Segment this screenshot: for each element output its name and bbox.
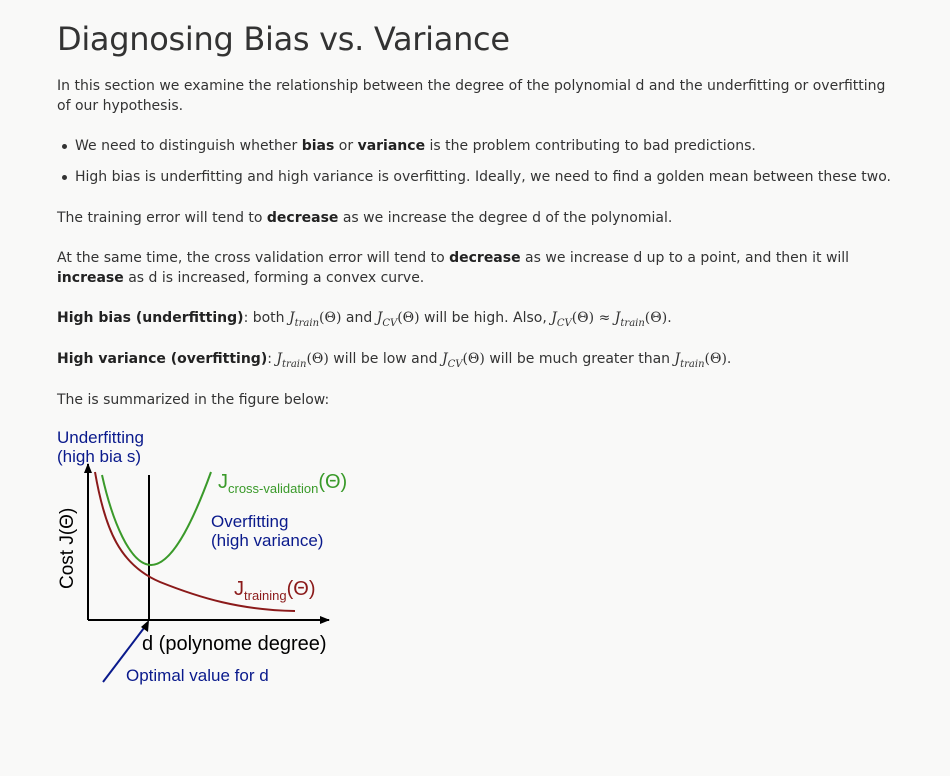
optimal-value-label: Optimal value for d: [126, 666, 269, 685]
cv-error-paragraph: At the same time, the cross validation e…: [57, 250, 850, 286]
page-title: Diagnosing Bias vs. Variance: [57, 20, 510, 58]
intro-paragraph: In this section we examine the relations…: [57, 78, 886, 114]
j-cv-formula: JCV: [376, 310, 398, 329]
bullet-list: We need to distinguish whether bias or v…: [57, 136, 897, 198]
x-axis-label: d (polynome degree): [142, 633, 327, 655]
optimal-arrow-head: [141, 620, 149, 632]
list-item: High bias is underfitting and high varia…: [57, 167, 897, 187]
training-curve-label: Jtraining(Θ): [234, 578, 316, 603]
overfitting-label: Overfitting: [211, 512, 288, 531]
underfitting-label: Underfitting: [57, 428, 144, 447]
j-train-formula: Jtrain: [276, 351, 307, 370]
j-cv-formula: JCV: [441, 351, 463, 370]
high-bias-paragraph: High bias (underfitting): both Jtrain(Θ)…: [57, 310, 672, 329]
j-train-formula: Jtrain: [614, 310, 645, 329]
training-error-paragraph: The training error will tend to decrease…: [57, 210, 673, 226]
j-cv-formula: JCV: [551, 310, 572, 329]
list-item: We need to distinguish whether bias or v…: [57, 136, 897, 156]
cv-curve: [101, 471, 212, 567]
optimal-arrow: [102, 623, 148, 683]
y-axis-label: Cost J(Θ): [57, 508, 78, 589]
training-curve: [94, 471, 296, 612]
high-variance-paragraph: High variance (overfitting): Jtrain(Θ) w…: [57, 351, 732, 370]
summary-paragraph: The is summarized in the figure below:: [57, 392, 330, 408]
bias-variance-figure: Underfitting (high bia s) Cost J(Θ) Jcro…: [57, 428, 347, 685]
high-variance-label: (high variance): [211, 531, 323, 550]
cv-curve-label: Jcross-validation(Θ): [218, 471, 347, 496]
j-train-formula: Jtrain: [674, 351, 705, 370]
j-train-formula: Jtrain: [289, 310, 320, 329]
high-bias-label: (high bia s): [57, 447, 141, 466]
